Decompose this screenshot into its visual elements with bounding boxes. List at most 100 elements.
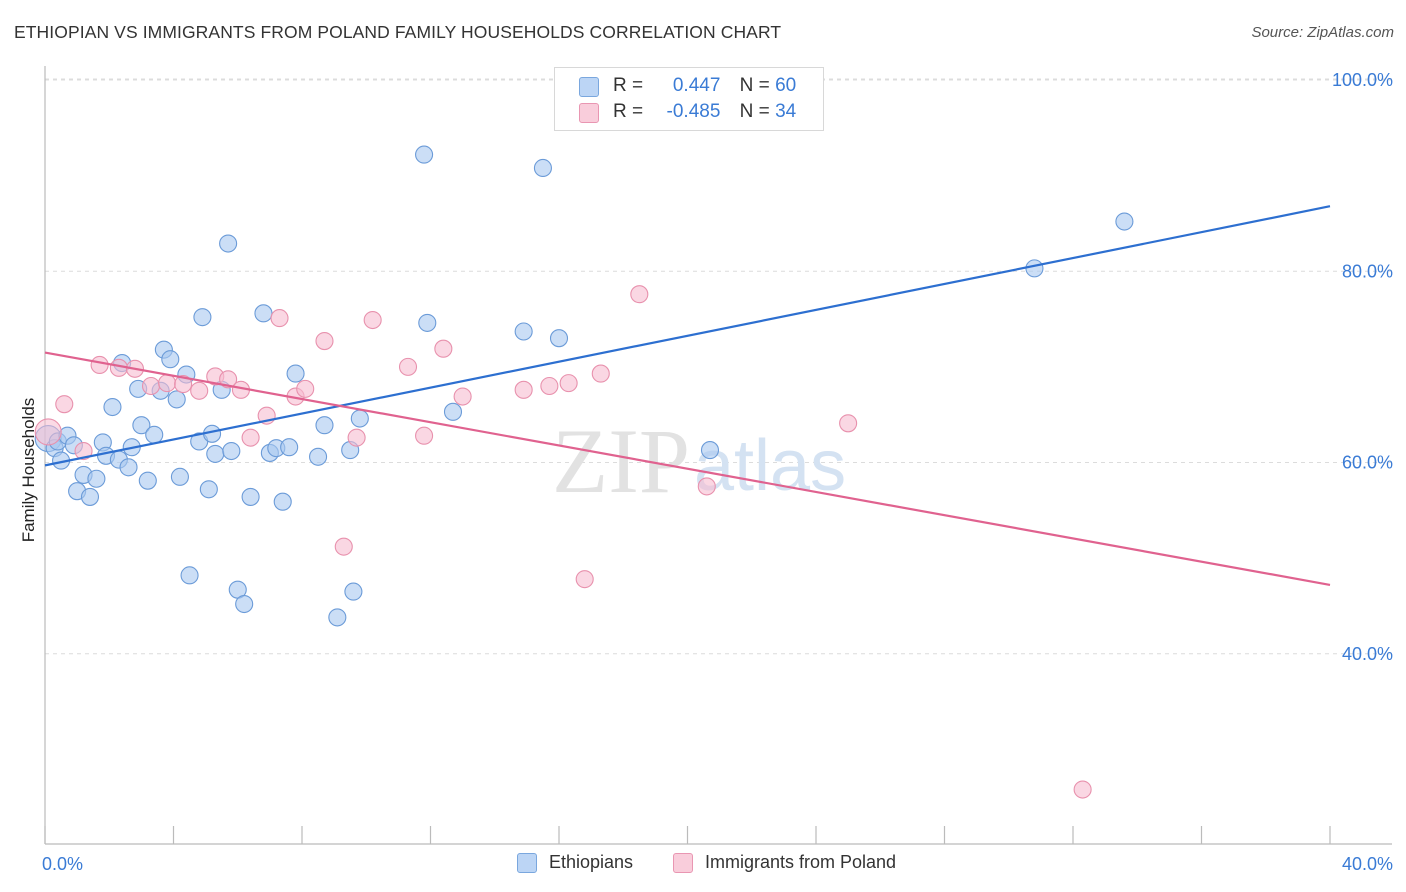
- data-point: [241, 428, 260, 447]
- data-point: [206, 444, 225, 463]
- legend-swatch-pink: [579, 103, 599, 123]
- data-point: [138, 471, 157, 490]
- data-point: [241, 487, 260, 506]
- data-point: [418, 313, 437, 332]
- data-point: [1073, 780, 1092, 799]
- r-value: -0.485: [666, 101, 721, 122]
- series-swatch-blue: [517, 853, 537, 873]
- y-tick-label: 80.0%: [1342, 261, 1393, 281]
- data-point: [443, 402, 463, 421]
- data-point: [315, 416, 334, 435]
- data-point: [273, 492, 292, 511]
- chart-title: ETHIOPIAN VS IMMIGRANTS FROM POLAND FAMI…: [14, 22, 782, 42]
- y-tick-label: 60.0%: [1342, 453, 1393, 473]
- r-label: R =: [613, 101, 644, 122]
- grid-lines: [45, 78, 1392, 655]
- data-point: [180, 566, 199, 585]
- data-point: [235, 594, 254, 614]
- data-point: [309, 447, 328, 466]
- data-point: [141, 376, 161, 396]
- data-point: [296, 379, 315, 398]
- data-point: [347, 428, 366, 447]
- r-value: 0.447: [672, 75, 721, 96]
- data-point: [415, 426, 434, 445]
- trend-line-1: [44, 351, 1331, 586]
- data-point: [839, 414, 858, 433]
- data-point: [549, 329, 569, 348]
- data-point: [55, 395, 74, 414]
- data-point: [434, 339, 453, 358]
- data-point: [170, 467, 189, 486]
- correlation-legend: R = 0.447 N = 60 R = -0.485 N = 34: [554, 67, 824, 131]
- r-label: R =: [613, 75, 644, 96]
- data-point: [591, 364, 610, 383]
- series-points-1: [34, 285, 1092, 799]
- data-point: [87, 469, 106, 488]
- data-point: [363, 310, 382, 330]
- data-point: [280, 438, 299, 457]
- data-point: [575, 570, 594, 589]
- data-point: [1115, 212, 1134, 231]
- data-point: [344, 582, 363, 601]
- data-point: [315, 332, 334, 351]
- data-point: [119, 458, 138, 477]
- data-point: [270, 309, 289, 328]
- watermark-zip: ZIP: [552, 410, 690, 512]
- data-point: [533, 158, 552, 178]
- data-point: [74, 441, 93, 461]
- trend-line-0: [44, 205, 1331, 467]
- data-point: [161, 350, 180, 369]
- data-point: [193, 308, 212, 327]
- y-tick-label: 40.0%: [1342, 644, 1393, 664]
- n-value: 60: [775, 75, 797, 96]
- tick-labels: 40.0% 60.0% 80.0% 100.0% 0.0% 40.0%: [42, 70, 1393, 874]
- data-point: [1025, 259, 1044, 278]
- data-point: [514, 380, 533, 399]
- series-swatch-pink: [673, 853, 693, 873]
- source-label: Source: ZipAtlas.com: [1251, 24, 1394, 41]
- data-point: [145, 425, 164, 444]
- data-point: [700, 441, 720, 460]
- data-point: [158, 374, 177, 393]
- data-point: [103, 397, 122, 417]
- data-point: [167, 390, 186, 409]
- series-name: Ethiopians: [549, 852, 634, 872]
- legend-text: R = -0.485 N = 34: [613, 101, 796, 123]
- data-point: [132, 416, 151, 435]
- data-point: [453, 387, 472, 406]
- axes: [44, 66, 1392, 845]
- x-tick-label: 40.0%: [1342, 854, 1393, 874]
- data-point: [34, 418, 62, 446]
- data-point: [174, 375, 193, 394]
- data-point: [222, 441, 241, 461]
- data-point: [199, 480, 218, 499]
- y-axis-label: Family Households: [19, 397, 38, 543]
- data-point: [286, 364, 305, 383]
- data-point: [540, 376, 559, 396]
- series-name: Immigrants from Poland: [705, 852, 897, 872]
- n-label: N =: [739, 75, 770, 96]
- data-point: [254, 304, 273, 323]
- data-point: [334, 537, 353, 556]
- data-point: [559, 374, 578, 393]
- data-point: [219, 234, 238, 253]
- legend-text: R = 0.447 N = 60: [613, 75, 796, 97]
- data-point: [328, 608, 347, 627]
- y-tick-label: 100.0%: [1332, 70, 1393, 90]
- watermark: ZIP atlas: [552, 410, 846, 512]
- data-point: [697, 477, 716, 496]
- data-point: [398, 357, 418, 376]
- trend-lines: [44, 205, 1331, 586]
- data-point: [90, 355, 109, 375]
- legend-swatch-blue: [579, 77, 599, 97]
- data-point: [630, 285, 649, 304]
- n-value: 34: [775, 101, 797, 122]
- n-label: N =: [739, 101, 770, 122]
- data-point: [80, 487, 100, 506]
- data-point: [219, 370, 238, 389]
- data-point: [190, 381, 209, 400]
- data-point: [514, 322, 533, 341]
- y-axis-title: Family Households: [16, 300, 42, 640]
- data-point: [350, 409, 369, 428]
